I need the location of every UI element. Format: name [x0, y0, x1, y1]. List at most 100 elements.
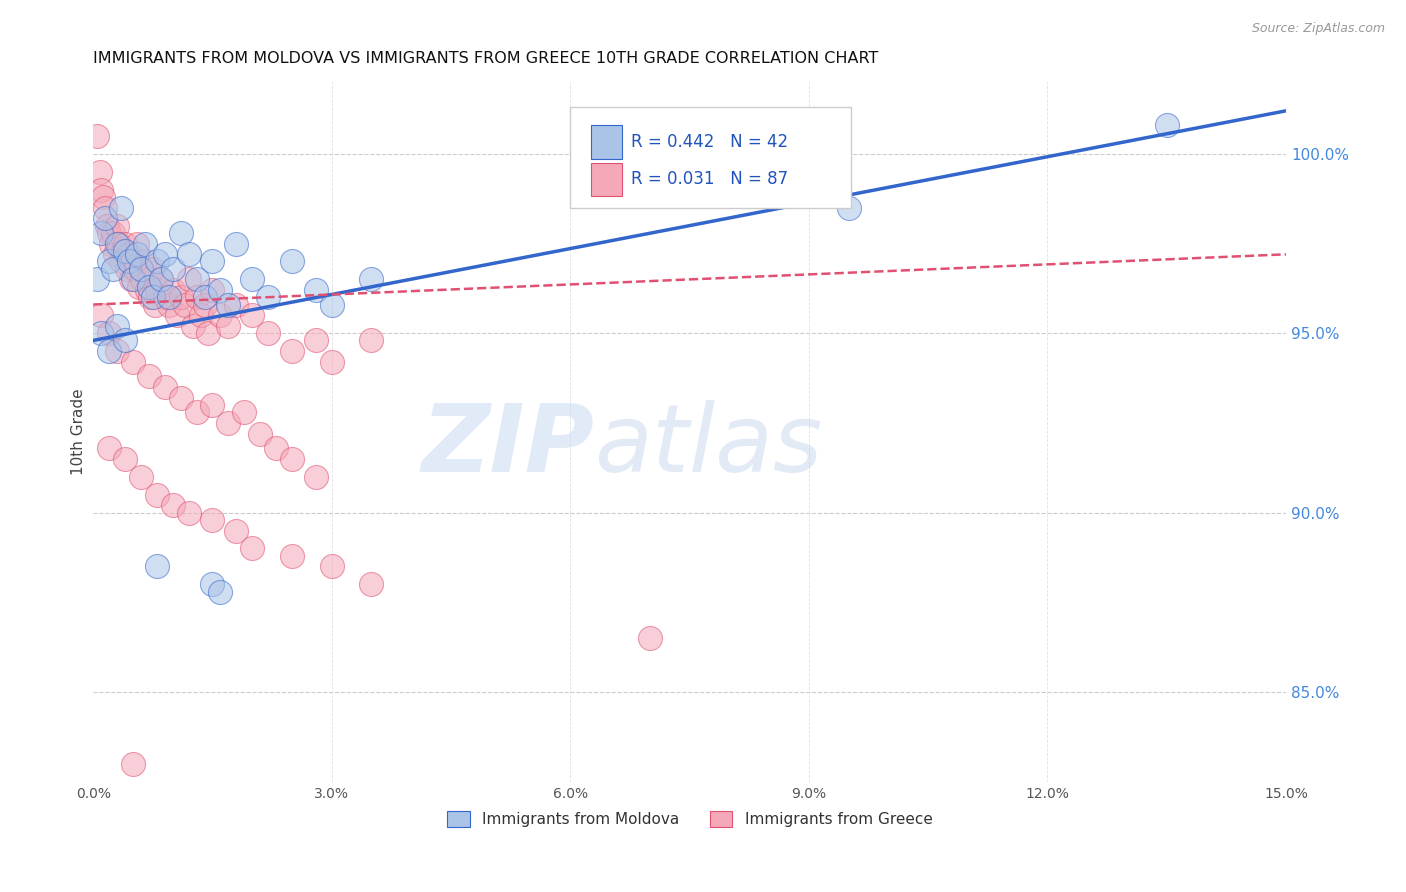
Point [115, 261, 138, 276]
Point [129, 261, 152, 276]
Point [305, 334, 328, 348]
Point [98, 441, 121, 455]
FancyBboxPatch shape [571, 107, 851, 208]
FancyBboxPatch shape [591, 126, 621, 159]
Point [249, 426, 271, 441]
Point [153, 247, 176, 261]
Point [281, 344, 304, 359]
Point [264, 441, 287, 455]
Point [233, 405, 256, 419]
Text: IMMIGRANTS FROM MOLDOVA VS IMMIGRANTS FROM GREECE 10TH GRADE CORRELATION CHART: IMMIGRANTS FROM MOLDOVA VS IMMIGRANTS FR… [93, 51, 879, 66]
Point [201, 254, 224, 268]
Point [139, 290, 162, 304]
Point [838, 201, 860, 215]
Point [360, 577, 382, 591]
Point [107, 236, 129, 251]
Point [281, 254, 304, 268]
Point [162, 499, 184, 513]
Point [98, 226, 121, 240]
Point [225, 524, 247, 538]
Point [209, 584, 232, 599]
Point [177, 247, 200, 261]
Point [114, 244, 136, 258]
Point [122, 756, 145, 771]
Point [114, 236, 136, 251]
Point [186, 290, 208, 304]
Point [146, 559, 169, 574]
Point [98, 344, 121, 359]
Point [638, 631, 661, 645]
Point [146, 488, 169, 502]
Point [86, 272, 108, 286]
Point [89, 165, 111, 179]
Point [94, 201, 117, 215]
Text: R = 0.031   N = 87: R = 0.031 N = 87 [631, 169, 789, 187]
Point [138, 279, 160, 293]
Point [112, 244, 135, 258]
Point [129, 469, 152, 483]
Point [105, 319, 128, 334]
Point [201, 283, 224, 297]
Text: Source: ZipAtlas.com: Source: ZipAtlas.com [1251, 22, 1385, 36]
Point [98, 326, 121, 341]
Point [321, 355, 343, 369]
Point [1156, 118, 1178, 132]
Point [146, 283, 169, 297]
Point [128, 279, 150, 293]
Point [90, 308, 112, 322]
Point [201, 398, 224, 412]
Text: R = 0.442   N = 42: R = 0.442 N = 42 [631, 133, 789, 151]
Point [217, 297, 239, 311]
Point [138, 272, 160, 286]
Point [153, 290, 176, 304]
Text: ZIP: ZIP [422, 400, 595, 491]
Point [169, 226, 191, 240]
Point [281, 451, 304, 466]
Point [193, 290, 215, 304]
Point [122, 355, 145, 369]
Point [217, 319, 239, 334]
Point [143, 297, 166, 311]
Point [173, 297, 195, 311]
Point [157, 297, 180, 311]
Point [91, 190, 114, 204]
Point [177, 272, 200, 286]
Point [118, 254, 141, 268]
Point [197, 326, 219, 341]
Point [321, 297, 343, 311]
Point [157, 290, 180, 304]
Point [186, 405, 208, 419]
Point [142, 261, 165, 276]
Point [149, 272, 172, 286]
Point [101, 261, 124, 276]
Point [257, 326, 280, 341]
Point [134, 236, 156, 251]
Point [125, 247, 148, 261]
Point [90, 226, 112, 240]
Point [153, 380, 176, 394]
Point [110, 201, 132, 215]
FancyBboxPatch shape [591, 162, 621, 196]
Point [166, 308, 188, 322]
Point [138, 369, 160, 384]
Point [122, 254, 145, 268]
Point [240, 272, 263, 286]
Point [120, 272, 142, 286]
Point [142, 290, 165, 304]
Point [149, 272, 172, 286]
Point [181, 319, 204, 334]
Point [321, 559, 343, 574]
Point [105, 236, 128, 251]
Point [240, 541, 263, 556]
Point [162, 283, 184, 297]
Point [114, 451, 136, 466]
Point [90, 183, 112, 197]
Point [125, 236, 148, 251]
Point [209, 283, 232, 297]
Point [209, 308, 232, 322]
Point [162, 261, 184, 276]
Point [360, 272, 382, 286]
Point [136, 283, 159, 297]
Point [86, 128, 108, 143]
Point [104, 247, 127, 261]
